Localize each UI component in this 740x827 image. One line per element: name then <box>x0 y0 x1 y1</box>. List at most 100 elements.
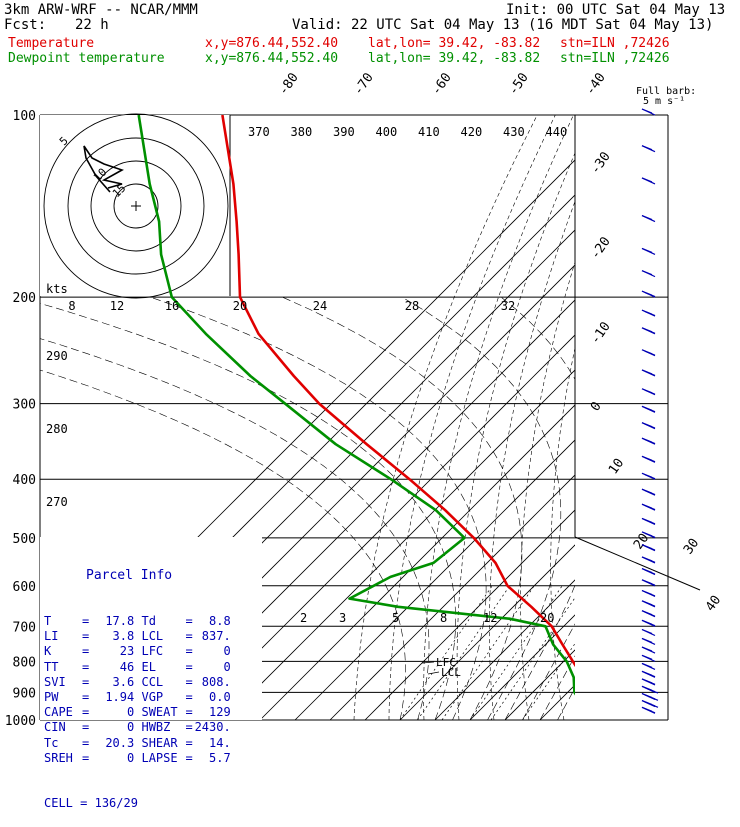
lfc-marker <box>421 661 435 664</box>
parcel-param-label: Tc <box>44 735 59 750</box>
wind-barb <box>641 145 656 153</box>
parcel-info-title: Parcel Info <box>86 568 173 584</box>
parcel-param-label: T <box>44 614 52 629</box>
wind-barb <box>641 678 656 686</box>
parcel-param-label: VGP <box>141 690 164 705</box>
theta-label: 410 <box>418 125 440 139</box>
wind-barb <box>641 472 656 480</box>
wind-barb <box>641 437 656 445</box>
isotherm-label: 0 <box>588 399 605 414</box>
wind-barb <box>641 544 656 552</box>
parcel-param-value: 17.8 <box>105 614 135 629</box>
parcel-param-value: 0 <box>127 750 135 765</box>
wind-barb <box>641 692 659 701</box>
dewpoint-legend-xy: x,y=876.44,552.40 <box>205 51 339 66</box>
wind-barb <box>641 685 659 694</box>
wind-barb <box>641 579 656 587</box>
parcel-param-value: 2430. <box>194 720 231 735</box>
parcel-param-label: CAPE <box>44 705 73 720</box>
isotherm-line <box>434 579 575 720</box>
hodograph-ring <box>113 183 159 229</box>
hodograph-ring <box>67 137 205 275</box>
mixing-ratio-line <box>399 585 493 720</box>
hodograph-trace <box>83 145 124 193</box>
mixing-ratio-label: 5 <box>392 611 399 625</box>
isotherm-line <box>224 369 575 720</box>
parcel-param-value: 808. <box>201 674 231 689</box>
mixing-ratio-line <box>469 585 563 720</box>
parcel-info-row: SREH = 0 LAPSE = 5.7 <box>44 750 231 765</box>
pressure-tick-label: 900 <box>13 686 36 701</box>
wind-barb <box>641 388 656 396</box>
parcel-param-label: CCL <box>141 674 164 689</box>
theta-label: 440 <box>546 125 568 139</box>
parcel-info-row: K = 23 LFC = 0 <box>44 644 231 659</box>
parcel-param-label: K <box>44 644 52 659</box>
kts-axis-label: 20 <box>233 299 247 313</box>
moist-adiabat-line <box>522 623 575 720</box>
dewpoint-legend-latlon: lat,lon= 39.42, -83.82 <box>368 51 541 66</box>
wind-barb <box>641 706 656 714</box>
parcel-param-label: SREH <box>44 750 73 765</box>
wind-barb <box>641 349 656 357</box>
mixing-ratio-label: 20 <box>540 611 554 625</box>
right-axis-skew <box>574 536 701 591</box>
moist-adiabat-line <box>401 296 562 720</box>
parcel-param-value: 1.94 <box>105 690 135 705</box>
wind-barb <box>641 503 656 511</box>
wind-barb <box>641 670 656 678</box>
parcel-param-value: 3.8 <box>112 629 135 644</box>
moist-adiabat-line <box>539 655 575 720</box>
wind-barb <box>641 108 656 116</box>
isotherm-label: -30 <box>588 149 614 177</box>
dry-adiabat-line <box>662 115 718 720</box>
forecast-hour: 22 h <box>75 17 109 33</box>
parcel-param-label: PW <box>44 690 59 705</box>
isotherm-line <box>189 334 575 720</box>
pressure-tick-label: 700 <box>13 620 36 635</box>
isotherm-label: -70 <box>351 70 377 98</box>
wind-barb <box>641 556 656 564</box>
theta-side-label: 290 <box>46 349 68 363</box>
parcel-param-label: Td <box>141 614 156 629</box>
wind-barb <box>641 327 656 335</box>
wind-barb <box>641 589 656 598</box>
lcl-label: LCL <box>441 666 461 679</box>
isotherm-label: 30 <box>681 536 702 557</box>
dry-adiabat-line <box>388 115 556 720</box>
pressure-tick-label: 800 <box>13 655 36 670</box>
lfc-label: LFC <box>436 656 456 669</box>
pressure-tick-label: 300 <box>13 398 36 413</box>
wind-barb <box>641 517 656 525</box>
dry-adiabat-line <box>489 200 575 720</box>
dry-adiabat-line <box>520 261 575 720</box>
wind-barb <box>641 600 656 608</box>
parcel-param-label: TT <box>44 659 59 674</box>
temperature-profile <box>221 115 575 668</box>
wind-barb <box>641 568 656 576</box>
wind-barb <box>641 405 656 413</box>
parcel-param-value: 0 <box>223 659 231 674</box>
dewpoint-legend-label: Dewpoint temperature <box>8 51 165 66</box>
parcel-param-label: SWEAT <box>141 705 178 720</box>
dry-adiabat-line <box>456 152 575 720</box>
isotherm-label: -40 <box>583 70 609 98</box>
wind-barb <box>641 309 656 317</box>
parcel-param-label: HWBZ <box>141 720 171 735</box>
temperature-legend-xy: x,y=876.44,552.40 <box>205 36 339 51</box>
forecast-label: Fcst: <box>4 17 47 33</box>
dry-adiabat-line <box>353 115 538 720</box>
isotherm-line <box>399 544 575 720</box>
hodograph-ring <box>90 160 182 252</box>
parcel-info-row: PW = 1.94 VGP = 0.0 <box>44 690 231 705</box>
parcel-info-row: SVI = 3.6 CCL = 808. <box>44 674 231 689</box>
hodograph-kts-label: kts <box>46 282 68 296</box>
kts-axis-label: 28 <box>405 299 419 313</box>
kts-axis-label: 24 <box>313 299 327 313</box>
theta-side-label: 280 <box>46 422 68 436</box>
isotherm-line <box>504 649 575 720</box>
full-barb-unit: 5 m s⁻¹ <box>643 96 685 107</box>
theta-label: 390 <box>333 125 355 139</box>
parcel-param-value: 14. <box>209 735 231 750</box>
mixing-ratio-line <box>417 585 511 720</box>
